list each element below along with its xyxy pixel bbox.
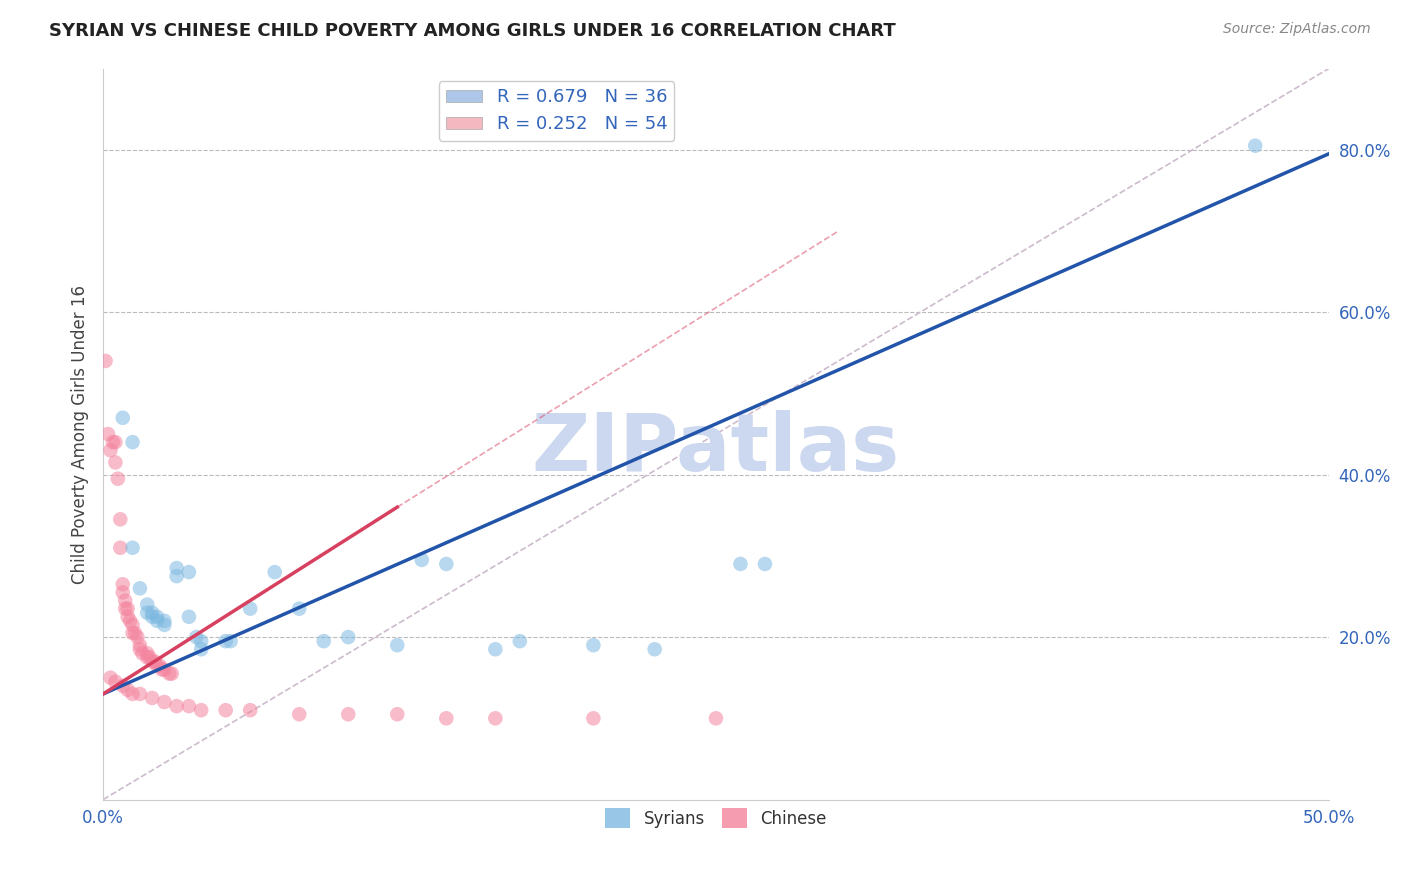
Point (215, 634, 238, 648)
Point (94, 354, 117, 368)
Point (509, 634, 531, 648)
Point (138, 650, 160, 665)
Point (177, 609, 200, 624)
Point (150, 663, 173, 677)
Point (288, 601, 311, 615)
Point (141, 655, 163, 669)
Point (121, 618, 143, 632)
Point (100, 443, 122, 458)
Point (263, 565, 285, 579)
Point (104, 435, 127, 450)
Point (136, 646, 159, 660)
Point (111, 577, 134, 591)
Point (121, 687, 143, 701)
Text: ZIPatlas: ZIPatlas (531, 409, 900, 488)
Point (704, 711, 727, 725)
Point (121, 626, 143, 640)
Point (411, 553, 433, 567)
Point (434, 711, 457, 725)
Point (484, 711, 506, 725)
Point (337, 630, 360, 644)
Point (239, 601, 262, 615)
Point (730, 557, 752, 571)
Point (131, 646, 153, 660)
Point (111, 410, 134, 425)
Point (114, 601, 136, 615)
Point (100, 671, 122, 685)
Point (177, 565, 200, 579)
Point (754, 557, 776, 571)
Point (1244, 138, 1267, 153)
Point (127, 630, 149, 644)
Point (141, 606, 163, 620)
Point (136, 598, 159, 612)
Point (143, 655, 166, 669)
Point (190, 703, 212, 717)
Point (146, 658, 169, 673)
Point (114, 593, 136, 607)
Text: Source: ZipAtlas.com: Source: ZipAtlas.com (1223, 22, 1371, 37)
Point (219, 634, 242, 648)
Point (129, 582, 152, 596)
Point (582, 638, 605, 652)
Point (215, 703, 238, 717)
Point (190, 642, 212, 657)
Point (121, 541, 143, 555)
Point (190, 634, 212, 648)
Point (97, 427, 120, 442)
Legend: Syrians, Chinese: Syrians, Chinese (599, 801, 834, 835)
Point (312, 634, 335, 648)
Point (146, 614, 169, 628)
Point (288, 707, 311, 722)
Point (111, 585, 134, 599)
Point (153, 614, 176, 628)
Point (337, 707, 360, 722)
Point (111, 679, 134, 693)
Point (153, 663, 176, 677)
Y-axis label: Child Poverty Among Girls Under 16: Child Poverty Among Girls Under 16 (72, 285, 89, 583)
Point (177, 699, 200, 714)
Point (110, 541, 132, 555)
Point (104, 674, 127, 689)
Point (136, 650, 159, 665)
Point (107, 472, 129, 486)
Point (121, 435, 143, 450)
Point (644, 642, 666, 657)
Point (166, 569, 188, 583)
Point (387, 638, 409, 652)
Text: SYRIAN VS CHINESE CHILD POVERTY AMONG GIRLS UNDER 16 CORRELATION CHART: SYRIAN VS CHINESE CHILD POVERTY AMONG GI… (49, 22, 896, 40)
Point (166, 561, 188, 575)
Point (239, 703, 262, 717)
Point (129, 642, 152, 657)
Point (141, 691, 163, 706)
Point (157, 666, 180, 681)
Point (153, 618, 176, 632)
Point (136, 606, 159, 620)
Point (153, 695, 176, 709)
Point (160, 666, 183, 681)
Point (104, 455, 127, 469)
Point (124, 626, 146, 640)
Point (129, 687, 152, 701)
Point (141, 609, 163, 624)
Point (582, 711, 605, 725)
Point (146, 609, 169, 624)
Point (117, 609, 139, 624)
Point (129, 638, 152, 652)
Point (186, 630, 208, 644)
Point (166, 699, 188, 714)
Point (484, 642, 506, 657)
Point (120, 614, 142, 628)
Point (148, 658, 170, 673)
Point (110, 512, 132, 526)
Point (117, 682, 139, 697)
Point (434, 557, 457, 571)
Point (387, 707, 409, 722)
Point (117, 601, 139, 615)
Point (101, 435, 124, 450)
